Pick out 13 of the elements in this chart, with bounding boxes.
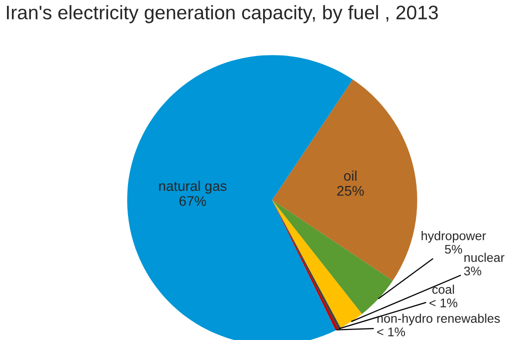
data-label: < 1% <box>377 328 405 336</box>
data-label: 25% <box>337 186 364 196</box>
data-label: 67% <box>179 196 206 206</box>
slice-label: coal <box>432 284 454 294</box>
slice-label: natural gas <box>159 180 226 194</box>
data-label: 3% <box>464 266 482 276</box>
data-label: < 1% <box>430 298 458 308</box>
slice-label: non-hydro renewables <box>377 314 500 326</box>
slice-label: nuclear <box>464 252 504 262</box>
slice-label: hydropower <box>422 231 486 243</box>
data-label: 5% <box>444 244 462 254</box>
chart-title: Iran's electricity generation capacity, by fuel , 2013 <box>6 5 438 24</box>
slice-label: oil <box>344 170 356 181</box>
